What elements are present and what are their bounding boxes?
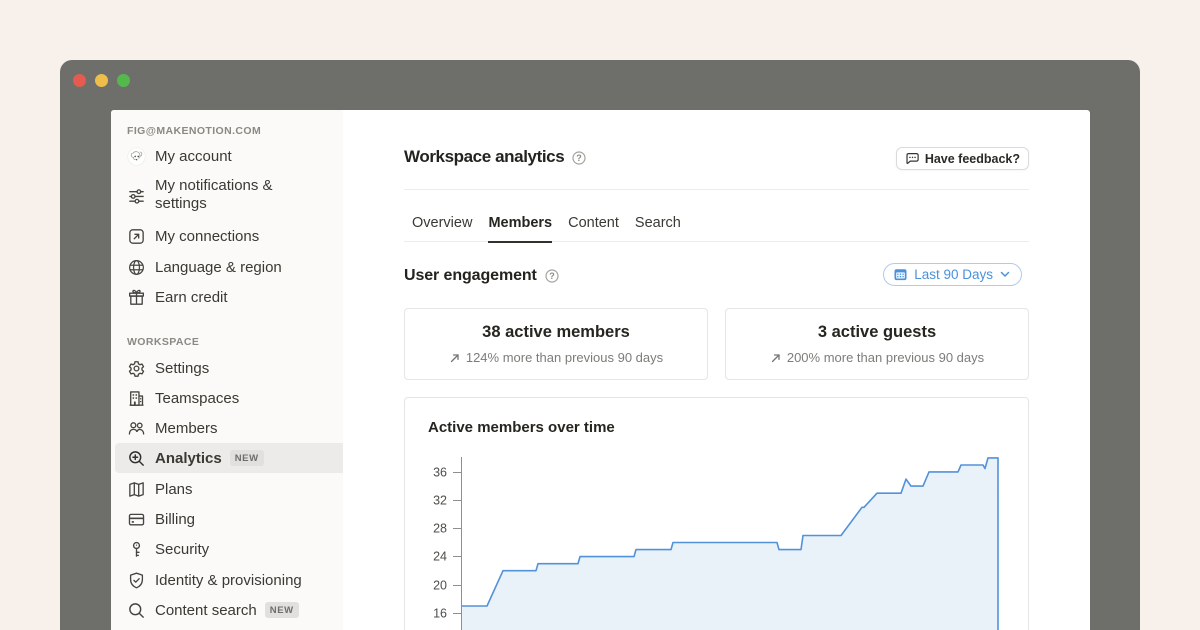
svg-text:36: 36 [433, 466, 447, 480]
svg-text:?: ? [549, 271, 555, 281]
svg-text:32: 32 [433, 494, 447, 508]
svg-text:24: 24 [433, 550, 447, 564]
svg-text:16: 16 [433, 607, 447, 621]
svg-text:28: 28 [433, 522, 447, 536]
svg-text:?: ? [577, 153, 583, 163]
svg-text:20: 20 [433, 579, 447, 593]
